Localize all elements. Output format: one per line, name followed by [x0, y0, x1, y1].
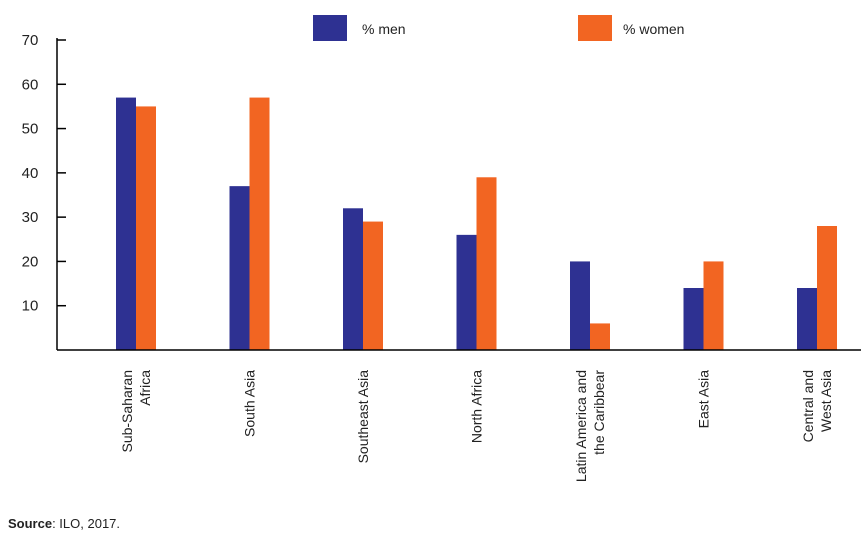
bar-men [229, 186, 250, 350]
source-label: Source [8, 516, 53, 531]
x-tick-label: South Asia [242, 370, 258, 437]
y-tick-label: 20 [22, 253, 39, 270]
bars [116, 97, 837, 350]
x-tick-label: West Asia [818, 370, 834, 432]
y-tick-label: 10 [22, 298, 39, 315]
source-note: Source: ILO, 2017. [8, 516, 120, 531]
bar-men [570, 261, 590, 350]
y-axis: 10 20 30 40 50 60 70 [22, 32, 66, 350]
bar-women [363, 221, 383, 350]
y-tick-label: 40 [22, 165, 39, 182]
bar-women [249, 97, 270, 350]
bar-women [136, 106, 156, 350]
legend-label-women: % women [623, 21, 684, 37]
x-category-label: South Asia [242, 370, 258, 437]
x-category-label: North Africa [469, 370, 485, 443]
bar-men [116, 97, 136, 350]
bar-women [817, 226, 837, 350]
source-text: : ILO, 2017. [52, 516, 121, 531]
y-tick-label: 60 [22, 76, 39, 93]
x-axis: Sub-Saharan Africa South Asia Southeast Asi… [57, 349, 861, 482]
legend-label-men: % men [362, 21, 406, 37]
x-category-label: Sub-Saharan Africa [119, 370, 153, 453]
x-category-label: Southeast Asia [355, 370, 371, 464]
x-category-label: Latin America and the Caribbear [573, 370, 607, 482]
legend-swatch-men [313, 15, 347, 41]
x-tick-label: Latin America and [573, 370, 589, 482]
bar-chart: % men % women 10 20 30 40 50 60 70 Sub-Saharan A… [22, 15, 861, 482]
bar-women [476, 177, 497, 350]
x-tick-label: East Asia [696, 370, 712, 429]
legend: % men % women [313, 15, 684, 41]
bar-women [590, 323, 610, 350]
x-tick-label: the Caribbear [591, 370, 607, 455]
legend-swatch-women [578, 15, 612, 41]
y-tick-label: 70 [22, 32, 39, 49]
bar-women [703, 261, 724, 350]
x-tick-label: Africa [137, 370, 153, 406]
x-tick-label: Central and [800, 370, 816, 442]
bar-men [456, 234, 477, 350]
y-tick-label: 30 [22, 209, 39, 226]
x-tick-label: North Africa [469, 370, 485, 443]
bar-men [797, 288, 817, 350]
y-tick-label: 50 [22, 121, 39, 138]
x-category-label: Central and West Asia [800, 370, 834, 443]
x-tick-label: Southeast Asia [355, 370, 371, 464]
bar-men [343, 208, 363, 350]
x-category-label: East Asia [696, 370, 712, 429]
x-tick-label: Sub-Saharan [119, 370, 135, 453]
bar-men [683, 288, 704, 350]
